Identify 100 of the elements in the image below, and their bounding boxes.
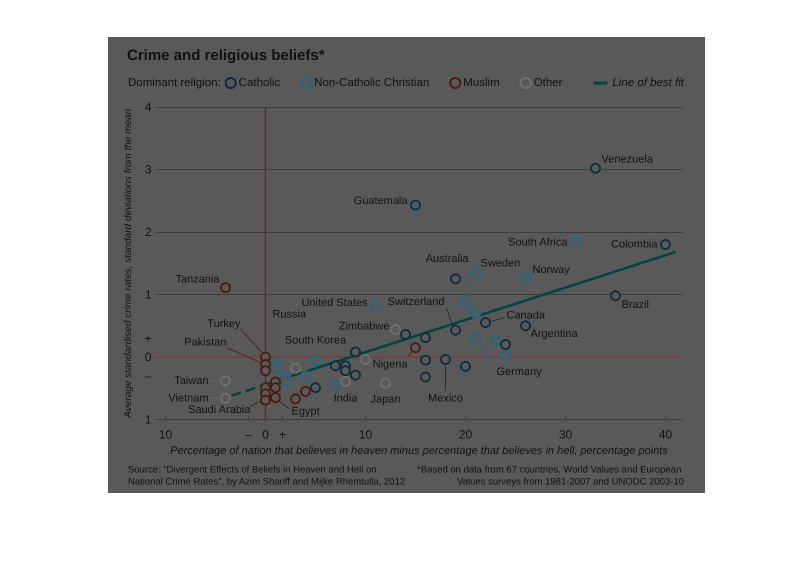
legend-label: Line of best fit [612, 77, 685, 89]
point [420, 354, 431, 366]
annotation: South Korea [284, 334, 347, 346]
annotation: Pakistan [184, 336, 226, 348]
point [440, 354, 451, 365]
annotation: Guatemala [354, 195, 408, 208]
point [270, 382, 281, 394]
point [330, 360, 341, 372]
point [480, 317, 491, 328]
annotation: Tanzania [175, 274, 220, 286]
annotation: Switzerland [388, 296, 444, 308]
point [420, 332, 431, 344]
x-tick-label: 40 [658, 428, 672, 442]
source-note: Source: “Divergent Effects of Beliefs in Heaven and Hell on National Crime Rates”, by Azim Shariff and Mijke Rhemtulla, 2012 [128, 464, 406, 488]
y-tick-label: 1 [144, 412, 152, 426]
annotation: South Africa [508, 236, 568, 249]
point [500, 350, 511, 362]
annotation: Canada [506, 310, 546, 322]
legend-title: Dominant religion: [128, 77, 221, 89]
point [350, 370, 361, 381]
y-tick-label: – [144, 368, 152, 383]
y-tick-label: 2 [144, 225, 152, 239]
point [470, 268, 481, 279]
annotation: Egypt [292, 406, 320, 418]
annotation: Vietnam [168, 392, 208, 404]
point [410, 342, 421, 354]
point [280, 375, 291, 386]
point [270, 362, 281, 374]
point [590, 162, 601, 174]
x-tick-label: 30 [558, 428, 572, 442]
point [410, 200, 421, 211]
point [420, 372, 431, 382]
annotation: Venezuela [602, 153, 654, 166]
annotation: Nigeria [372, 358, 408, 371]
point [300, 386, 311, 397]
point [610, 290, 621, 302]
x-tick-label: + [278, 428, 286, 442]
y-tick-label: 0 [144, 350, 152, 364]
point [360, 354, 371, 365]
point [470, 333, 481, 344]
y-tick-label: + [144, 331, 152, 346]
x-tick-label: 0 [262, 428, 270, 442]
annotation: Colombia [611, 238, 658, 250]
point [300, 370, 311, 382]
point [390, 324, 401, 335]
y-axis-title: Average standardised crime rates, standard deviations from the mean [123, 108, 134, 419]
annotation: India [334, 392, 358, 404]
annotation: Brazil [622, 298, 650, 311]
x-tick-label: 20 [458, 428, 472, 442]
y-tick-label: 3 [144, 162, 152, 176]
x-tick-label: – [245, 428, 252, 442]
point [500, 339, 511, 350]
point [290, 393, 301, 404]
point [460, 360, 471, 372]
point [520, 320, 531, 332]
point [350, 346, 361, 358]
point [260, 394, 271, 406]
y-tick-label: 4 [144, 100, 152, 114]
legend-label: Other [534, 77, 563, 89]
point [290, 362, 301, 374]
point [520, 272, 531, 282]
legend-label: Catholic [238, 77, 280, 89]
point [370, 302, 381, 312]
chart-title: Crime and religious beliefs* [127, 47, 325, 64]
legend-label: Non-Catholic Christian [314, 77, 430, 89]
point [490, 334, 501, 346]
annotation: Mexico [428, 392, 463, 404]
point [400, 329, 411, 340]
annotation: Sweden [480, 257, 520, 270]
annotation: Germany [496, 366, 542, 378]
annotation: Turkey [207, 318, 241, 330]
annotation: United States [301, 297, 368, 309]
text: *Based on data from 67 countries, World Values and European Values surveys from 1981-2007 and UNODC 2003-10 [417, 464, 684, 488]
point [260, 365, 271, 376]
x-tick-label: 10 [358, 428, 372, 442]
point [340, 365, 351, 376]
point [340, 376, 351, 387]
annotation: Russia [272, 308, 308, 321]
point [450, 324, 461, 336]
point [470, 308, 481, 319]
legend-label: Muslim [463, 77, 500, 89]
point [450, 273, 461, 284]
point [270, 392, 281, 404]
point [570, 237, 581, 248]
annotation: Saudi Arabia [188, 404, 252, 416]
point [310, 382, 321, 394]
point [460, 296, 471, 308]
annotation: Australia [426, 253, 470, 265]
point [220, 392, 231, 404]
annotation: Norway [532, 264, 570, 276]
point [660, 239, 671, 250]
annotation: Japan [370, 393, 400, 406]
annotation: Argentina [530, 328, 578, 340]
annotation: Zimbabwe [338, 320, 390, 332]
point [330, 380, 341, 391]
x-axis-title: Percentage of nation that believes in heaven minus percentage that believes in hell, percentage points [170, 444, 668, 457]
point [310, 355, 321, 366]
annotation: Taiwan [174, 374, 208, 387]
y-tick-label: 1 [144, 288, 152, 302]
point [220, 282, 231, 294]
